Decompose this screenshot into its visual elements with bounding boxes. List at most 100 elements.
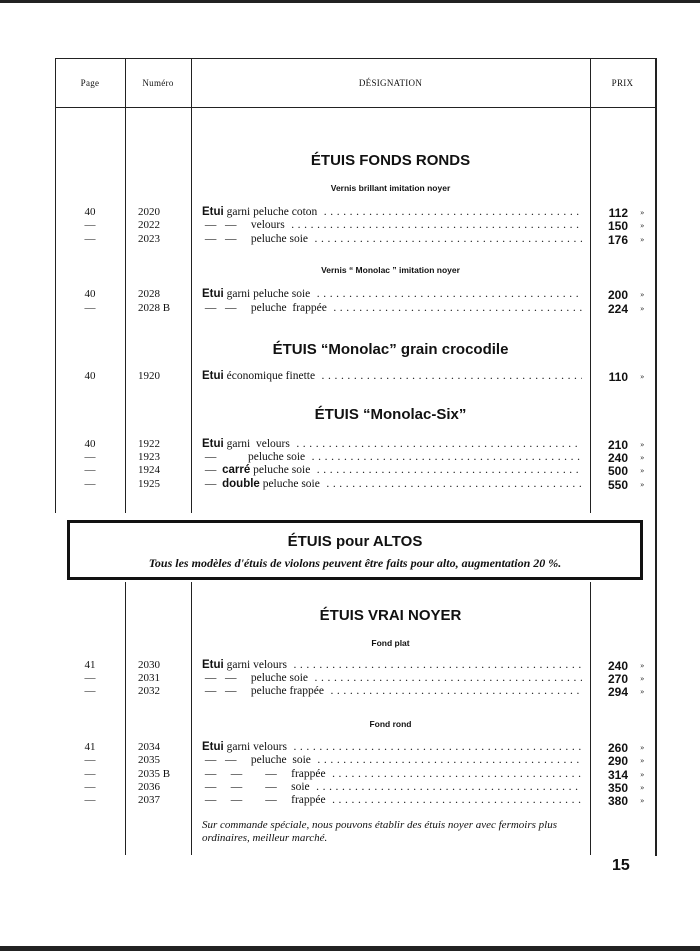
designation-text: — <box>202 464 223 476</box>
row-price: 270 <box>607 672 628 686</box>
row-page: 40 <box>84 288 96 300</box>
row-price-suffix: » <box>640 744 645 752</box>
row-page: — <box>84 219 96 231</box>
leader-dots: ........................................… <box>330 685 582 697</box>
row-numero: 2028 B <box>138 302 171 314</box>
row-price-suffix: » <box>640 481 645 489</box>
designation-text: — — peluche frappée <box>202 685 324 697</box>
designation-text: peluche soie <box>250 464 311 476</box>
designation-text: — <box>202 478 223 490</box>
row-price: 294 <box>607 685 628 699</box>
leader-dots: ........................................… <box>311 451 582 463</box>
leader-dots: ........................................… <box>326 478 582 490</box>
row-numero: 2031 <box>138 672 160 684</box>
row-price-suffix: » <box>640 236 645 244</box>
row-price-suffix: » <box>640 662 645 670</box>
section-title: ÉTUIS FONDS RONDS <box>310 152 471 169</box>
designation-bold: double <box>222 478 260 490</box>
row-price: 200 <box>607 288 628 302</box>
row-price-suffix: » <box>640 305 645 313</box>
leader-dots: ........................................… <box>293 659 582 671</box>
designation-text: garni peluche coton <box>223 206 318 218</box>
top-border <box>0 0 700 3</box>
row-page: 40 <box>84 206 96 218</box>
row-price-suffix: » <box>640 771 645 779</box>
row-numero: 2022 <box>138 219 160 231</box>
row-designation: — — velours ............................… <box>202 219 582 231</box>
designation-bold: carré <box>222 464 251 476</box>
row-page: 40 <box>84 370 96 382</box>
row-price: 240 <box>607 659 628 673</box>
row-designation: — — peluche frappée ....................… <box>202 302 582 314</box>
row-numero: 2030 <box>138 659 160 671</box>
designation-text: — — — frappée <box>202 768 326 780</box>
designation-text: — peluche soie <box>202 451 306 463</box>
row-page: — <box>84 302 96 314</box>
designation-bold: Étui <box>202 288 224 300</box>
header-page: Page <box>80 78 100 88</box>
row-numero: 2023 <box>138 233 160 245</box>
designation-bold: Étui <box>202 206 224 218</box>
row-numero: 2020 <box>138 206 160 218</box>
section-subtitle: Vernis brillant imitation noyer <box>330 183 451 193</box>
row-price: 112 <box>608 206 628 220</box>
row-designation: Étui garni peluche soie ................… <box>202 288 582 300</box>
col-rule <box>125 582 126 855</box>
row-numero: 2035 B <box>138 768 171 780</box>
altos-box: ÉTUIS pour ALTOS Tous les modèles d'étui… <box>67 520 643 580</box>
leader-dots: ........................................… <box>332 794 582 806</box>
leader-dots: ........................................… <box>314 672 582 684</box>
section-subtitle: Fond plat <box>371 638 410 648</box>
col-rule <box>590 58 591 513</box>
row-price: 550 <box>607 478 628 492</box>
row-designation: — — peluche soie .......................… <box>202 754 582 766</box>
row-designation: — — — soie .............................… <box>202 781 582 793</box>
row-price: 240 <box>607 451 628 465</box>
row-numero: 1924 <box>138 464 160 476</box>
leader-dots: ........................................… <box>333 302 582 314</box>
row-price: 110 <box>608 370 628 384</box>
row-designation: Étui garni peluche coton ...............… <box>202 206 582 218</box>
row-page: 40 <box>84 438 96 450</box>
leader-dots: ........................................… <box>316 781 582 793</box>
designation-bold: Étui <box>202 741 224 753</box>
designation-text: — — peluche soie <box>202 233 309 245</box>
designation-text: garni velours <box>223 659 287 671</box>
header-designation: DÉSIGNATION <box>358 78 423 88</box>
row-price-suffix: » <box>640 675 645 683</box>
row-page: — <box>84 672 96 684</box>
row-designation: Étui garni velours .....................… <box>202 741 582 753</box>
section-title: ÉTUIS VRAI NOYER <box>319 607 462 624</box>
row-designation: — — — frappée ..........................… <box>202 768 582 780</box>
row-numero: 2036 <box>138 781 160 793</box>
row-numero: 2035 <box>138 754 160 766</box>
row-price-suffix: » <box>640 688 645 696</box>
row-designation: — double peluche soie ..................… <box>202 478 582 490</box>
designation-bold: Étui <box>202 659 224 671</box>
header-rule <box>55 107 656 108</box>
col-rule <box>191 582 192 855</box>
row-page: — <box>84 768 96 780</box>
row-price: 290 <box>607 754 628 768</box>
designation-text: — — peluche soie <box>202 754 311 766</box>
row-designation: Étui économique finette ................… <box>202 370 582 382</box>
row-numero: 1922 <box>138 438 160 450</box>
row-price: 224 <box>607 302 628 316</box>
row-designation: — peluche soie .........................… <box>202 451 582 463</box>
leader-dots: ........................................… <box>314 233 582 245</box>
row-price: 314 <box>607 768 628 782</box>
leader-dots: ........................................… <box>317 754 582 766</box>
section-subtitle: Fond rond <box>369 719 412 729</box>
row-price-suffix: » <box>640 291 645 299</box>
row-numero: 2028 <box>138 288 160 300</box>
designation-text: — — peluche frappée <box>202 302 327 314</box>
designation-text: garni peluche soie <box>223 288 311 300</box>
section-title: ÉTUIS “Monolac-Six” <box>314 406 467 423</box>
row-numero: 2037 <box>138 794 160 806</box>
row-page: — <box>84 451 96 463</box>
bottom-border <box>0 946 700 951</box>
row-numero: 2034 <box>138 741 160 753</box>
designation-text: économique finette <box>223 370 316 382</box>
row-price-suffix: » <box>640 784 645 792</box>
row-page: 41 <box>84 741 96 753</box>
